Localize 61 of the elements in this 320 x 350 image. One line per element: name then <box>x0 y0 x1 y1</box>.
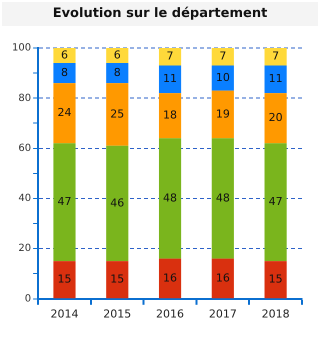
data-label: 8 <box>114 66 121 79</box>
bar <box>264 48 287 66</box>
data-label: 48 <box>163 191 178 204</box>
data-label: 20 <box>268 111 283 124</box>
x-tick-label: 2016 <box>156 307 184 320</box>
bar <box>212 48 234 66</box>
bar <box>53 63 76 84</box>
bar <box>212 66 234 91</box>
data-label: 7 <box>219 50 226 63</box>
y-tick-label: 80 <box>18 92 32 104</box>
x-tick-label: 2014 <box>50 307 78 320</box>
data-label: 48 <box>216 191 230 204</box>
bar <box>158 48 182 66</box>
data-label: 10 <box>216 70 230 84</box>
bar <box>53 143 76 262</box>
x-tick-label: 2017 <box>208 307 237 320</box>
data-label: 8 <box>60 66 68 79</box>
data-label: 6 <box>60 48 68 62</box>
data-label: 18 <box>163 108 178 122</box>
bar <box>158 66 182 94</box>
data-label: 16 <box>216 271 230 284</box>
bar <box>264 261 287 298</box>
bar <box>106 146 128 262</box>
data-label: 46 <box>110 196 124 210</box>
bar <box>158 93 182 138</box>
bar <box>264 66 287 94</box>
data-label: 15 <box>110 272 124 286</box>
y-tick-label: 60 <box>18 142 32 154</box>
data-label: 7 <box>166 50 174 63</box>
data-label: 11 <box>268 72 283 86</box>
x-tick-label: 2018 <box>262 307 290 320</box>
bar <box>106 261 128 298</box>
bar <box>212 258 234 298</box>
data-label: 15 <box>57 272 72 286</box>
bar <box>264 93 287 144</box>
bar <box>106 83 128 146</box>
y-tick-label: 20 <box>18 243 32 254</box>
data-label: 47 <box>57 195 72 208</box>
bar <box>106 63 128 84</box>
y-tick-label: 100 <box>12 42 32 54</box>
data-label: 11 <box>163 72 178 86</box>
x-tick-label: 2015 <box>103 307 132 320</box>
data-label: 7 <box>272 50 280 63</box>
bar <box>212 138 234 259</box>
data-label: 24 <box>57 106 72 120</box>
bar <box>212 90 234 138</box>
data-label: 19 <box>216 107 230 120</box>
data-label: 47 <box>268 195 283 208</box>
bar <box>158 138 182 259</box>
bar <box>158 258 182 298</box>
y-tick-label: 0 <box>24 293 32 304</box>
bar <box>53 83 76 144</box>
data-label: 6 <box>114 48 121 62</box>
data-label: 16 <box>163 271 178 284</box>
bar <box>53 261 76 298</box>
bar <box>106 48 128 64</box>
y-tick-label: 40 <box>18 193 32 204</box>
bar <box>264 143 287 262</box>
data-label: 15 <box>268 272 283 286</box>
chart-title: Evolution sur le département <box>2 2 318 26</box>
data-label: 25 <box>110 107 124 120</box>
